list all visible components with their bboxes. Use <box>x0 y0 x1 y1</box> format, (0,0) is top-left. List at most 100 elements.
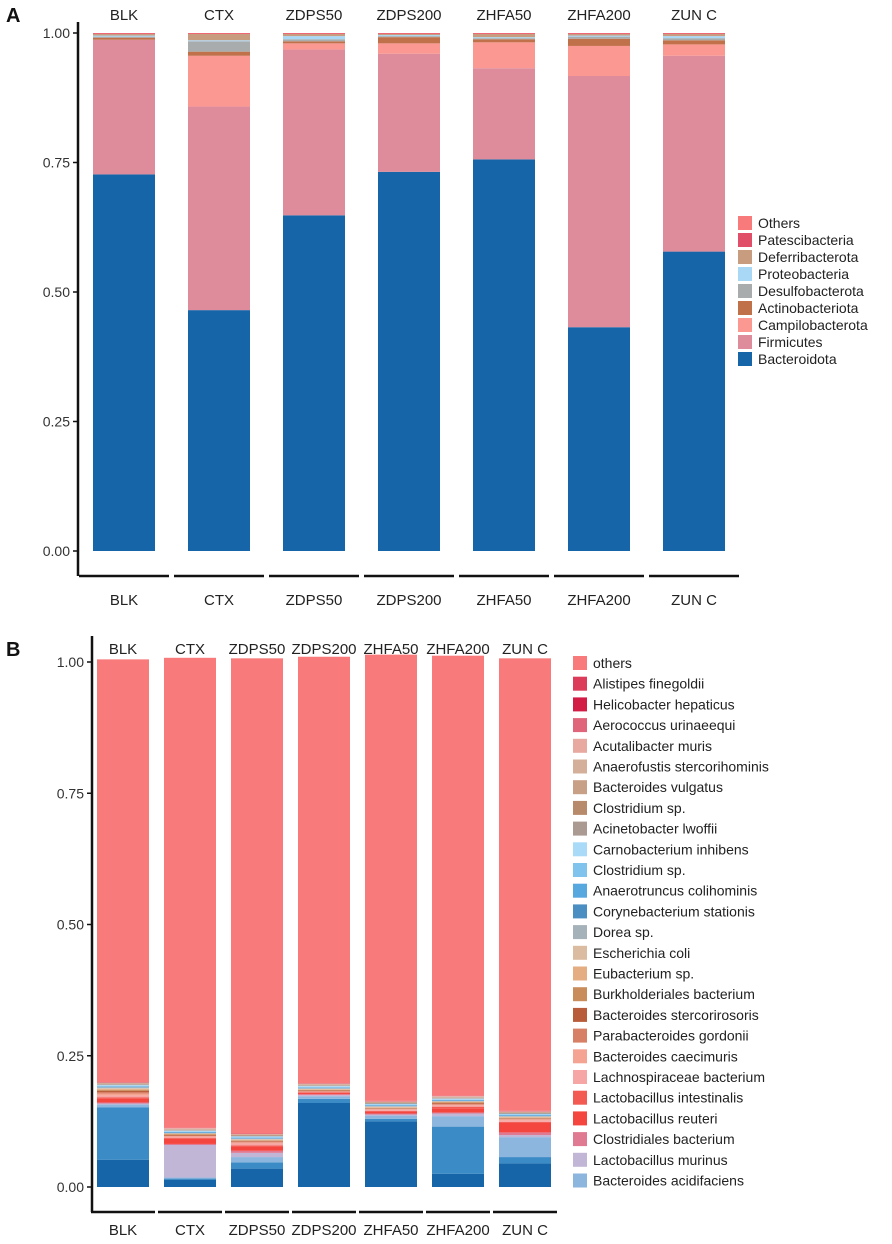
panel-b: B 0.00 0.25 0.50 0.75 1.00 BLK BLK CTX CTX ZDPS50 Z… <box>6 636 769 1239</box>
legend-entry-label: others <box>593 655 632 671</box>
bar-segment-ctx-0 <box>188 310 250 551</box>
bar-segment-zun-c-17 <box>499 1114 551 1116</box>
bar-segment-zhfa200-0 <box>568 327 630 551</box>
legend-entry-label: Deferribacterota <box>758 249 859 265</box>
bar-segment-zhfa200-3 <box>432 1113 484 1117</box>
bar-segment-blk-1 <box>93 39 155 175</box>
bar-segment-zhfa200-2 <box>568 45 630 76</box>
bar-segment-zun-c-2 <box>499 1137 551 1158</box>
legend-entry-label: Bacteroides caecimuris <box>593 1048 738 1064</box>
bar-segment-blk-12 <box>97 1088 149 1090</box>
bar-segment-zun-c-3 <box>499 1135 551 1138</box>
legend-swatch <box>738 352 752 366</box>
bar-segment-zdps50-6 <box>231 1145 283 1147</box>
bar-segment-ctx-7 <box>188 33 250 35</box>
bar-segment-ctx-13 <box>164 1133 216 1134</box>
bar-segment-zdps50-4 <box>231 1150 283 1153</box>
bar-segment-zhfa50-17 <box>365 1104 417 1106</box>
legend-swatch <box>573 863 587 877</box>
bar-segment-zhfa50-24 <box>365 1100 417 1102</box>
bar-segment-zun-c-15 <box>499 1115 551 1117</box>
facet-label-top: CTX <box>204 7 234 24</box>
legend-swatch <box>573 656 587 670</box>
bar-segment-blk-22 <box>97 1083 149 1084</box>
bar-segment-zhfa200-18 <box>432 1098 484 1100</box>
bar-segment-blk-2 <box>97 1104 149 1108</box>
legend-swatch <box>573 1173 587 1188</box>
legend-swatch <box>573 780 587 795</box>
bar-segment-ctx-18 <box>164 1130 216 1132</box>
bar-segment-zdps200-11 <box>298 1089 350 1091</box>
bar-segment-zdps200-18 <box>298 1086 350 1087</box>
bar-segment-zhfa200-7 <box>568 33 630 35</box>
bar-segment-ctx-12 <box>164 1133 216 1135</box>
y-tick-label: 1.00 <box>43 25 70 41</box>
legend-swatch <box>738 301 752 315</box>
bar-segment-zdps200-16 <box>298 1087 350 1088</box>
bar-segment-ctx-11 <box>164 1134 216 1136</box>
bar-segment-zdps200-3 <box>298 1095 350 1097</box>
legend-entry-label: Clostridium sp. <box>593 862 686 878</box>
bar-segment-zhfa50-14 <box>365 1106 417 1107</box>
bar-segment-ctx-20 <box>164 1129 216 1131</box>
bar-segment-blk-6 <box>93 34 155 36</box>
bar-segment-zdps200-5 <box>378 35 440 37</box>
legend-entry-label: Lactobacillus murinus <box>593 1152 728 1168</box>
legend-entry-label: Clostridiales bacterium <box>593 1131 735 1147</box>
legend-swatch <box>573 697 587 712</box>
bar-segment-zun-c-9 <box>499 1118 551 1120</box>
bar-segment-zun-c-1 <box>663 55 725 252</box>
legend-entry-label: Acinetobacter lwoffii <box>593 821 717 837</box>
bar-segment-zun-c-13 <box>499 1116 551 1118</box>
bar-segment-ctx-9 <box>164 1135 216 1137</box>
bar-segment-zun-c-21 <box>499 1112 551 1113</box>
bar-segment-ctx-4 <box>188 41 250 52</box>
bar-segment-zhfa50-0 <box>365 1121 417 1187</box>
facet-label-top: ZHFA50 <box>363 641 418 658</box>
bar-segment-zhfa50-22 <box>365 1101 417 1103</box>
bar-segment-zdps50-0 <box>283 215 345 551</box>
bar-segment-zhfa200-19 <box>432 1098 484 1099</box>
bar-segment-zdps50-8 <box>283 33 345 34</box>
bar-segment-zhfa200-5 <box>432 1108 484 1113</box>
bar-segment-zun-c-19 <box>499 1113 551 1115</box>
bar-segment-zhfa200-8 <box>432 1104 484 1106</box>
legend-swatch <box>573 1152 587 1167</box>
bar-segment-zhfa200-2 <box>432 1116 484 1127</box>
bar-segment-zdps200-7 <box>378 33 440 35</box>
bar-segment-zun-c-10 <box>499 1118 551 1119</box>
bar-segment-ctx-6 <box>188 34 250 41</box>
bar-segment-zhfa50-10 <box>365 1108 417 1109</box>
legend-entry-label: Patescibacteria <box>758 232 854 248</box>
legend-entry-label: Corynebacterium stationis <box>593 903 755 919</box>
bar-segment-ctx-1 <box>188 106 250 311</box>
bar-segment-blk-5 <box>93 35 155 37</box>
facet-label-bottom: CTX <box>204 592 234 609</box>
bar-segment-zdps200-4 <box>298 1094 350 1096</box>
bar-segment-zun-c-24 <box>499 1110 551 1112</box>
bar-segment-zun-c-7 <box>663 33 725 35</box>
bar-segment-zhfa50-1 <box>365 1118 417 1122</box>
bar-segment-zhfa50-11 <box>365 1107 417 1109</box>
bar-segment-zdps50-9 <box>231 1141 283 1143</box>
bar-segment-ctx-23 <box>164 1128 216 1129</box>
bar-segment-zdps200-14 <box>298 1088 350 1089</box>
bar-segment-zun-c-6 <box>663 34 725 37</box>
bar-segment-blk-0 <box>97 1159 149 1187</box>
bar-segment-zdps200-1 <box>298 1098 350 1103</box>
bar-segment-zdps200-12 <box>298 1089 350 1090</box>
bar-segment-zhfa50-3 <box>365 1114 417 1116</box>
bar-segment-ctx-3 <box>188 51 250 56</box>
facet-label-top: BLK <box>109 641 137 658</box>
bar-segment-ctx-0 <box>164 1179 216 1187</box>
bar-segment-zhfa50-7 <box>365 1109 417 1111</box>
facet-label-top: ZDPS50 <box>229 641 286 658</box>
bar-segment-zun-c-5 <box>499 1122 551 1133</box>
bar-segment-zdps50-13 <box>231 1139 283 1140</box>
legend-swatch <box>738 284 752 298</box>
y-tick-label: 0.75 <box>57 785 84 801</box>
bar-segment-zhfa50-5 <box>473 37 535 39</box>
bar-segment-zdps200-2 <box>298 1096 350 1099</box>
legend-entry-label: Parabacteroides gordonii <box>593 1028 749 1044</box>
bar-segment-ctx-5 <box>188 40 250 42</box>
